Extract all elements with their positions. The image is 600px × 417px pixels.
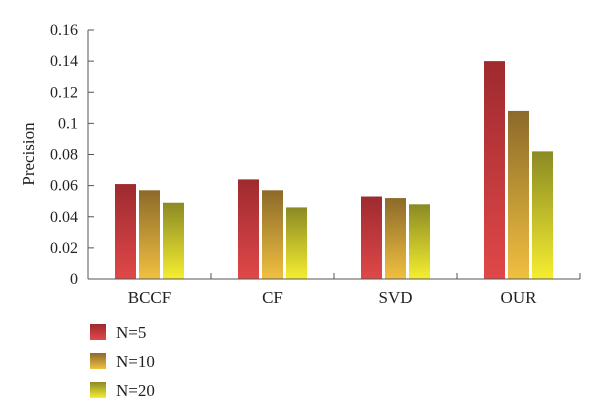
- bar: [139, 190, 160, 279]
- bars-layer: [115, 61, 553, 279]
- bar: [484, 61, 505, 279]
- legend: N=5 N=10 N=20: [90, 323, 155, 400]
- bar: [532, 151, 553, 279]
- x-tick-label: SVD: [378, 288, 412, 307]
- y-tick-label: 0: [70, 271, 78, 288]
- bar: [262, 190, 283, 279]
- y-tick-label: 0.04: [50, 209, 78, 226]
- x-tick-label: OUR: [501, 288, 538, 307]
- x-tick-label: CF: [262, 288, 283, 307]
- y-ticks: 0 0.02 0.04 0.06 0.08 0.1 0.12 0.14 0.16: [50, 22, 94, 288]
- legend-swatch: [90, 324, 106, 340]
- bar: [115, 184, 136, 279]
- y-tick-label: 0.08: [50, 147, 78, 164]
- y-tick-label: 0.06: [50, 178, 78, 195]
- legend-label: N=10: [116, 352, 155, 371]
- y-tick-label: 0.1: [58, 115, 78, 132]
- legend-swatch: [90, 353, 106, 369]
- y-tick-label: 0.14: [50, 53, 78, 70]
- y-axis-title: Precision: [19, 122, 38, 186]
- legend-swatch: [90, 382, 106, 398]
- legend-label: N=5: [116, 323, 146, 342]
- y-tick-label: 0.12: [50, 84, 78, 101]
- bar: [385, 198, 406, 279]
- y-tick-label: 0.16: [50, 22, 78, 39]
- bar: [238, 179, 259, 279]
- bar: [163, 202, 184, 279]
- axes-layer: [87, 30, 580, 280]
- y-tick-label: 0.02: [50, 240, 78, 257]
- x-ticks: BCCF CF SVD OUR: [128, 273, 581, 307]
- x-tick-label: BCCF: [128, 288, 171, 307]
- bar: [508, 110, 529, 279]
- bar: [361, 196, 382, 279]
- bar: [409, 204, 430, 279]
- bar: [286, 207, 307, 279]
- legend-label: N=20: [116, 381, 155, 400]
